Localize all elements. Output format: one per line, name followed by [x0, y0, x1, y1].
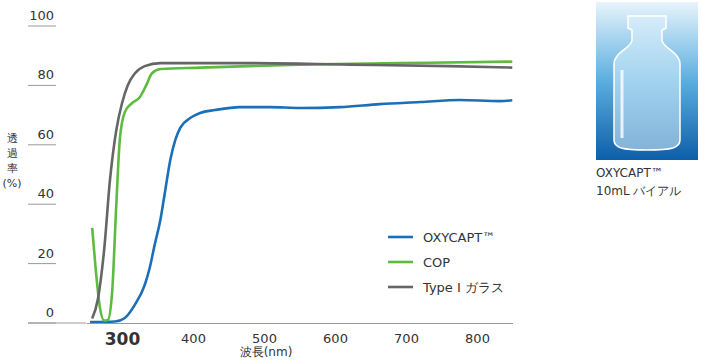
x-axis-line: [87, 323, 513, 324]
y-tick: [28, 263, 56, 264]
y-tick: [28, 85, 56, 86]
x-tick: 300: [105, 323, 141, 349]
vial: [614, 16, 680, 150]
series-line: [92, 63, 512, 318]
x-tick-label: 800: [465, 331, 490, 346]
legend-label: COP: [423, 255, 450, 270]
y-tick: [28, 144, 56, 145]
y-axis-title: 透過率(%): [2, 132, 21, 190]
series-line: [90, 100, 512, 322]
x-tick: 500: [252, 323, 277, 346]
y-tick: [28, 26, 56, 27]
legend: OXYCAPT™ COP Type I ガラス: [388, 230, 504, 295]
y-tick-label: 60: [37, 127, 54, 142]
legend-swatch: [388, 261, 413, 264]
y-tick-label: 20: [37, 246, 54, 261]
axis-line: [28, 323, 87, 324]
x-tick: 400: [181, 323, 206, 346]
photo-caption: OXYCAPT™: [596, 166, 663, 180]
x-tick: 800: [465, 323, 490, 346]
series-line: [92, 62, 512, 321]
legend-swatch: [388, 236, 413, 239]
y-tick: [28, 204, 56, 205]
photo-bg: [596, 2, 698, 160]
y-tick-label: 80: [37, 67, 54, 82]
y-axis: 0 20 40 60 80 100: [28, 8, 56, 323]
x-axis-title: 波長(nm): [240, 345, 293, 359]
y-tick-label: 0: [46, 305, 54, 320]
photo: [596, 2, 698, 160]
x-axis: 300 400 500 600 700 800: [87, 323, 513, 349]
legend-label: OXYCAPT™: [423, 230, 495, 245]
x-tick-label: 500: [252, 331, 277, 346]
chart: 0 20 40 60 80 100 透過率(%) 300 400 500 600 700 800 波長(n…: [0, 0, 701, 363]
x-tick: 600: [323, 323, 348, 346]
photo-caption: 10mL バイアル: [596, 184, 681, 198]
x-tick-label: 300: [105, 329, 141, 349]
y-tick-label: 40: [37, 186, 54, 201]
vial-highlight: [621, 70, 624, 138]
plot-lines: [90, 62, 512, 322]
x-tick: 700: [394, 323, 419, 346]
x-tick-label: 700: [394, 331, 419, 346]
y-tick-label: 100: [29, 8, 54, 23]
legend-swatch: [388, 286, 413, 289]
x-tick-label: 600: [323, 331, 348, 346]
x-tick-label: 400: [181, 331, 206, 346]
legend-label: Type I ガラス: [422, 280, 504, 295]
